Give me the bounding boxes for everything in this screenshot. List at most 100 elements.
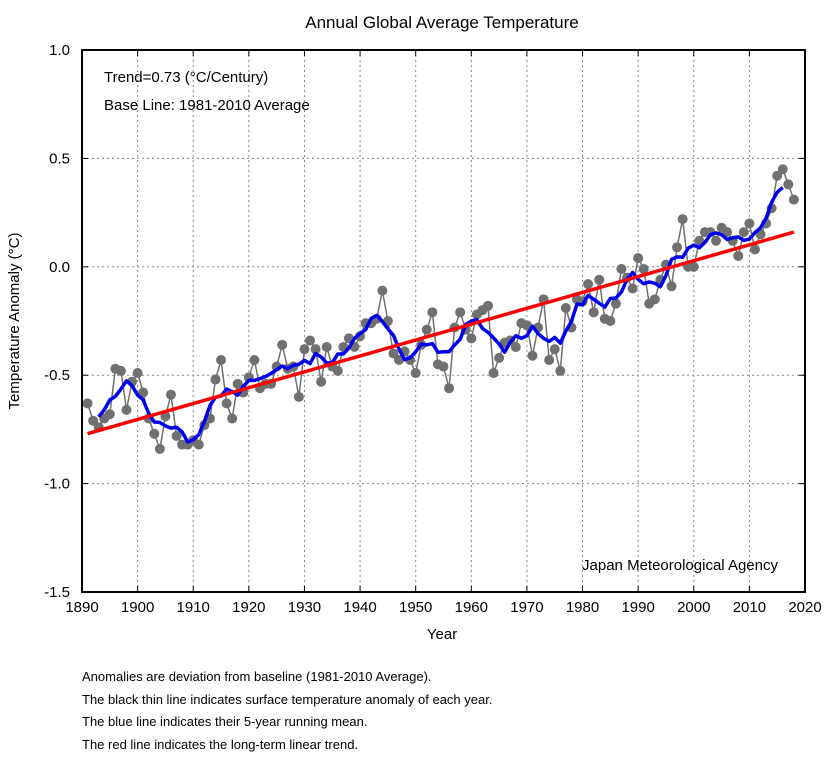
annual-anomaly-point <box>610 298 621 309</box>
y-tick-label: -1.5 <box>44 584 70 601</box>
annual-anomaly-series <box>82 164 799 454</box>
annual-anomaly-point <box>171 430 182 441</box>
x-tick-label: 1970 <box>510 599 543 616</box>
annual-anomaly-point <box>104 409 115 420</box>
annual-anomaly-point <box>549 344 560 355</box>
x-tick-label: 1980 <box>566 599 599 616</box>
footnote-running-mean: The blue line indicates their 5-year run… <box>82 714 368 729</box>
footnote-baseline: Anomalies are deviation from baseline (1… <box>82 669 432 684</box>
annual-anomaly-point <box>638 263 649 274</box>
annual-anomaly-point <box>132 368 143 379</box>
x-tick-label: 1990 <box>621 599 654 616</box>
annual-anomaly-point <box>521 320 532 331</box>
footnotes: Anomalies are deviation from baseline (1… <box>82 666 492 756</box>
annual-anomaly-point <box>711 235 722 246</box>
annual-anomaly-point <box>438 361 449 372</box>
annual-anomaly-point <box>138 387 149 398</box>
annual-anomaly-point <box>88 415 99 426</box>
footnote-trend: The red line indicates the long-term lin… <box>82 736 359 752</box>
annual-anomaly-point <box>444 383 455 394</box>
x-axis-ticks: 1890 1900 1910 1920 1930 1940 1950 1960 1970 1980… <box>65 50 822 616</box>
annual-anomaly-point <box>594 274 605 285</box>
annual-anomaly-point <box>210 374 221 385</box>
annual-anomaly-point <box>421 324 432 335</box>
annual-anomaly-point <box>544 355 555 366</box>
annual-anomaly-point <box>588 307 599 318</box>
annual-anomaly-point <box>82 398 93 409</box>
annual-anomaly-point <box>193 439 204 450</box>
annual-anomaly-point <box>227 413 238 424</box>
annual-anomaly-point <box>305 335 316 346</box>
annual-anomaly-point <box>616 263 627 274</box>
annual-anomaly-point <box>455 307 466 318</box>
annual-anomaly-point <box>733 250 744 261</box>
annual-anomaly-point <box>772 170 783 181</box>
annual-anomaly-point <box>293 391 304 402</box>
y-tick-label: 0.0 <box>49 259 70 276</box>
x-tick-label: 2010 <box>733 599 766 616</box>
annual-anomaly-point <box>121 404 132 415</box>
annual-anomaly-point <box>666 281 677 292</box>
annual-anomaly-point <box>649 294 660 305</box>
chart-title: Annual Global Average Temperature <box>305 13 578 32</box>
annual-anomaly-point <box>466 333 477 344</box>
annual-anomaly-point <box>165 389 176 400</box>
y-tick-label: -1.0 <box>44 476 70 493</box>
annual-anomaly-point <box>388 348 399 359</box>
annual-anomaly-point <box>555 365 566 376</box>
annual-anomaly-point <box>633 253 644 264</box>
annual-anomaly-point <box>310 344 321 355</box>
annual-anomaly-point <box>783 179 794 190</box>
y-tick-label: 0.5 <box>49 150 70 167</box>
x-tick-label: 1930 <box>288 599 321 616</box>
trend-line <box>87 230 795 436</box>
plot-frame <box>81 49 806 593</box>
x-tick-label: 1920 <box>232 599 265 616</box>
annual-anomaly-point <box>738 227 749 238</box>
y-tick-label: 1.0 <box>49 42 70 59</box>
y-axis-label: Temperature Anomaly (°C) <box>6 233 23 410</box>
annual-anomaly-point <box>605 316 616 326</box>
annual-anomaly-point <box>777 164 788 175</box>
x-tick-label: 1940 <box>343 599 376 616</box>
annual-anomaly-point <box>510 342 521 353</box>
x-tick-label: 1890 <box>65 599 98 616</box>
annual-anomaly-point <box>749 244 760 255</box>
x-tick-label: 1900 <box>121 599 154 616</box>
running-mean-series <box>97 186 784 444</box>
annual-anomaly-point <box>316 376 327 387</box>
annual-anomaly-point <box>672 242 683 253</box>
annual-anomaly-point <box>277 339 288 350</box>
trend-annotation: Trend=0.73 (°C/Century) <box>104 69 268 86</box>
annual-anomaly-point <box>249 355 260 366</box>
annual-anomaly-point <box>377 285 388 296</box>
temperature-chart: Annual Global Average Temperature 1.0 0.5… <box>6 13 822 643</box>
annual-anomaly-point <box>221 398 232 409</box>
annual-anomaly-point <box>115 365 126 376</box>
annual-anomaly-point <box>722 227 733 238</box>
annual-anomaly-point <box>410 368 421 379</box>
x-tick-label: 1950 <box>399 599 432 616</box>
annual-anomaly-point <box>488 368 499 379</box>
y-axis-ticks: 1.0 0.5 0.0 -0.5 -1.0 -1.5 <box>44 42 805 601</box>
annual-anomaly-point <box>321 342 332 353</box>
footnote-annual-line: The black thin line indicates surface te… <box>82 691 493 707</box>
x-tick-label: 1960 <box>455 599 488 616</box>
annual-anomaly-point <box>154 443 165 454</box>
annual-anomaly-point <box>788 194 799 205</box>
annual-anomaly-point <box>527 350 538 361</box>
annual-anomaly-point <box>583 279 594 290</box>
annual-anomaly-point <box>216 355 227 366</box>
annual-anomaly-point <box>149 428 160 439</box>
annual-anomaly-point <box>427 307 438 318</box>
annual-anomaly-point <box>482 300 493 311</box>
annual-anomaly-point <box>744 218 755 229</box>
trend-series <box>87 230 795 436</box>
annual-anomaly-point <box>332 365 343 376</box>
y-tick-label: -0.5 <box>44 367 70 384</box>
annual-anomaly-point <box>232 378 243 389</box>
annual-anomaly-point <box>688 261 699 272</box>
annual-anomaly-point <box>627 283 638 294</box>
running-mean-line <box>97 186 784 444</box>
x-axis-label: Year <box>427 626 457 643</box>
